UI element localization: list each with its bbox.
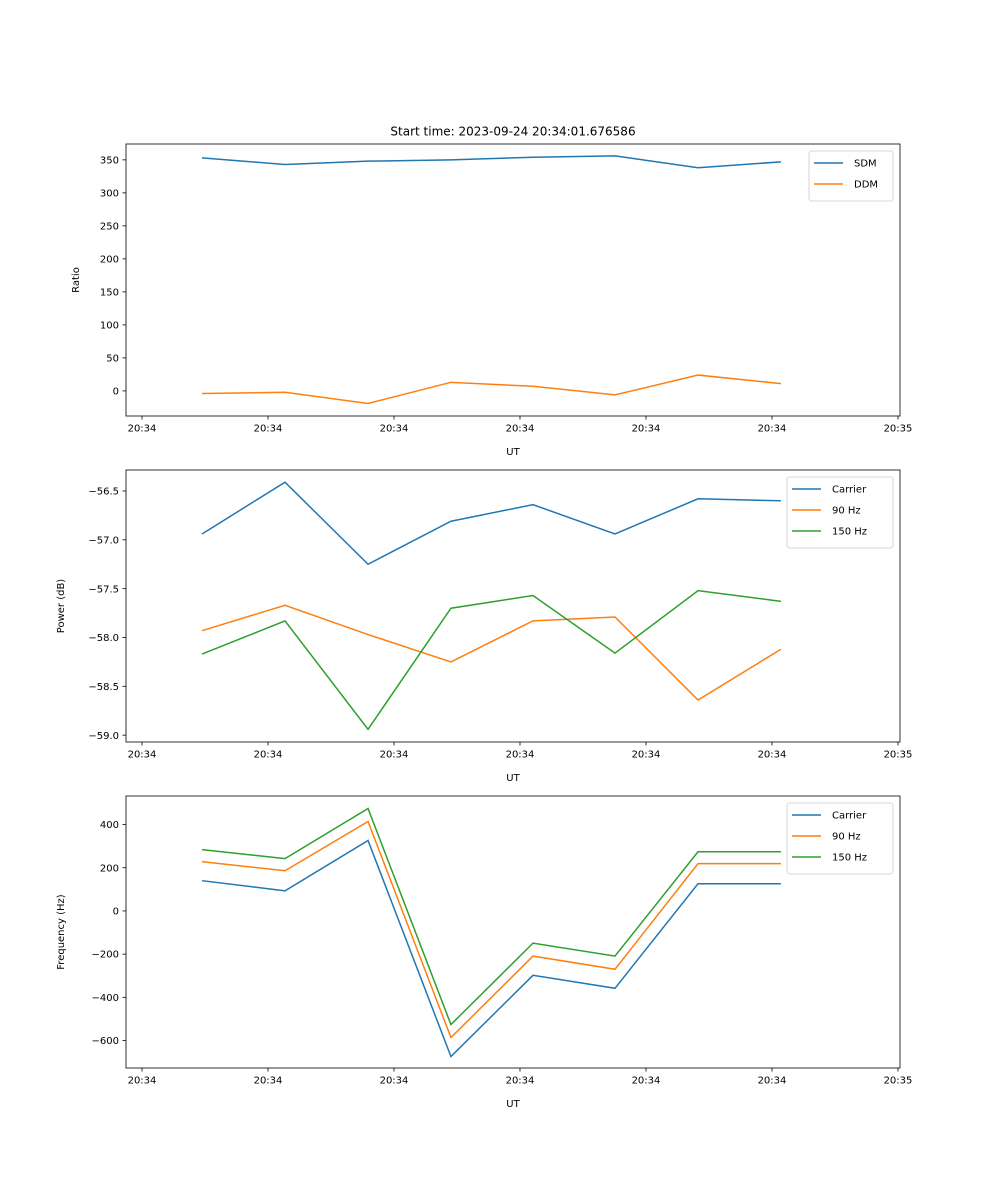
x-tick-label: 20:34 <box>758 424 787 435</box>
y-axis-label: Frequency (Hz) <box>56 894 67 970</box>
x-tick-label: 20:35 <box>884 424 913 435</box>
legend-label: DDM <box>854 180 878 191</box>
figure-title: Start time: 2023-09-24 20:34:01.676586 <box>390 125 635 139</box>
x-tick-label: 20:34 <box>632 750 661 761</box>
x-tick-label: 20:34 <box>254 750 283 761</box>
x-tick-label: 20:35 <box>884 1076 913 1087</box>
x-tick-label: 20:35 <box>884 750 913 761</box>
x-tick-label: 20:34 <box>506 1076 535 1087</box>
y-tick-label: 200 <box>100 863 119 874</box>
panel-2: 20:34 20:34 20:34 20:34 20:34 20:34 20:35 −59.0… <box>56 469 913 784</box>
y-tick-label: 250 <box>100 221 119 232</box>
y-tick-label: 200 <box>100 254 119 265</box>
plot-area <box>201 155 782 405</box>
x-tick-label: 20:34 <box>380 424 409 435</box>
x-tick-label: 20:34 <box>758 750 787 761</box>
y-tick-label: 400 <box>100 820 119 831</box>
series-line-sdm <box>201 155 781 169</box>
axes-frame <box>125 143 901 417</box>
legend-label: Carrier <box>832 811 867 822</box>
axes-frame <box>125 469 901 743</box>
legend-label: SDM <box>854 159 877 170</box>
legend: Carrier 90 Hz 150 Hz <box>786 476 894 549</box>
y-tick-label: −400 <box>92 993 119 1004</box>
y-tick-label: −57.5 <box>88 584 119 595</box>
legend: Carrier 90 Hz 150 Hz <box>786 802 894 875</box>
panel-1: 20:34 20:34 20:34 20:34 20:34 20:34 20:35 0 50 10… <box>71 143 913 458</box>
series-line-ddm <box>201 374 782 405</box>
x-tick-label: 20:34 <box>128 750 157 761</box>
x-tick-label: 20:34 <box>506 424 535 435</box>
axes-frame <box>125 795 901 1069</box>
x-axis-label: UT <box>506 1099 520 1110</box>
legend: SDM DDM <box>808 150 894 202</box>
x-tick-label: 20:34 <box>254 1076 283 1087</box>
y-tick-label: 0 <box>113 387 119 398</box>
y-axis-label: Power (dB) <box>56 579 67 634</box>
x-axis-label: UT <box>506 447 520 458</box>
y-tick-label: −59.0 <box>88 731 119 742</box>
y-tick-label: −58.0 <box>88 633 119 644</box>
x-axis-label: UT <box>506 773 520 784</box>
x-tick-label: 20:34 <box>128 1076 157 1087</box>
y-tick-label: −58.5 <box>88 682 119 693</box>
y-tick-label: −57.0 <box>88 535 119 546</box>
y-tick-label: 350 <box>100 155 119 166</box>
x-tick-label: 20:34 <box>380 750 409 761</box>
series-line-90-hz <box>201 604 782 701</box>
x-tick-label: 20:34 <box>632 1076 661 1087</box>
series-line-150-hz <box>201 589 782 731</box>
legend-label: 150 Hz <box>832 853 867 864</box>
plot-area <box>201 807 781 1058</box>
y-tick-label: 100 <box>100 320 119 331</box>
x-tick-label: 20:34 <box>758 1076 787 1087</box>
series-line-90-hz <box>201 820 781 1039</box>
y-tick-label: 150 <box>100 287 119 298</box>
panel-3: 20:34 20:34 20:34 20:34 20:34 20:34 20:35 −600 −… <box>56 795 913 1110</box>
legend-label: 150 Hz <box>832 527 867 538</box>
legend-label: Carrier <box>832 485 867 496</box>
plot-area <box>201 481 782 731</box>
y-tick-label: 300 <box>100 188 119 199</box>
x-tick-label: 20:34 <box>632 424 661 435</box>
legend-box <box>808 150 894 202</box>
x-tick-label: 20:34 <box>128 424 157 435</box>
y-tick-label: 50 <box>106 354 119 365</box>
x-tick-label: 20:34 <box>506 750 535 761</box>
legend-label: 90 Hz <box>832 506 861 517</box>
y-tick-label: −200 <box>92 950 119 961</box>
y-axis-label: Ratio <box>71 267 82 293</box>
series-line-150-hz <box>201 807 781 1026</box>
series-line-carrier <box>201 481 781 566</box>
x-tick-label: 20:34 <box>380 1076 409 1087</box>
y-tick-label: −56.5 <box>88 487 119 498</box>
y-tick-label: 0 <box>113 907 119 918</box>
y-tick-label: −600 <box>92 1036 119 1047</box>
legend-label: 90 Hz <box>832 832 861 843</box>
x-tick-label: 20:34 <box>254 424 283 435</box>
series-line-carrier <box>201 839 781 1058</box>
